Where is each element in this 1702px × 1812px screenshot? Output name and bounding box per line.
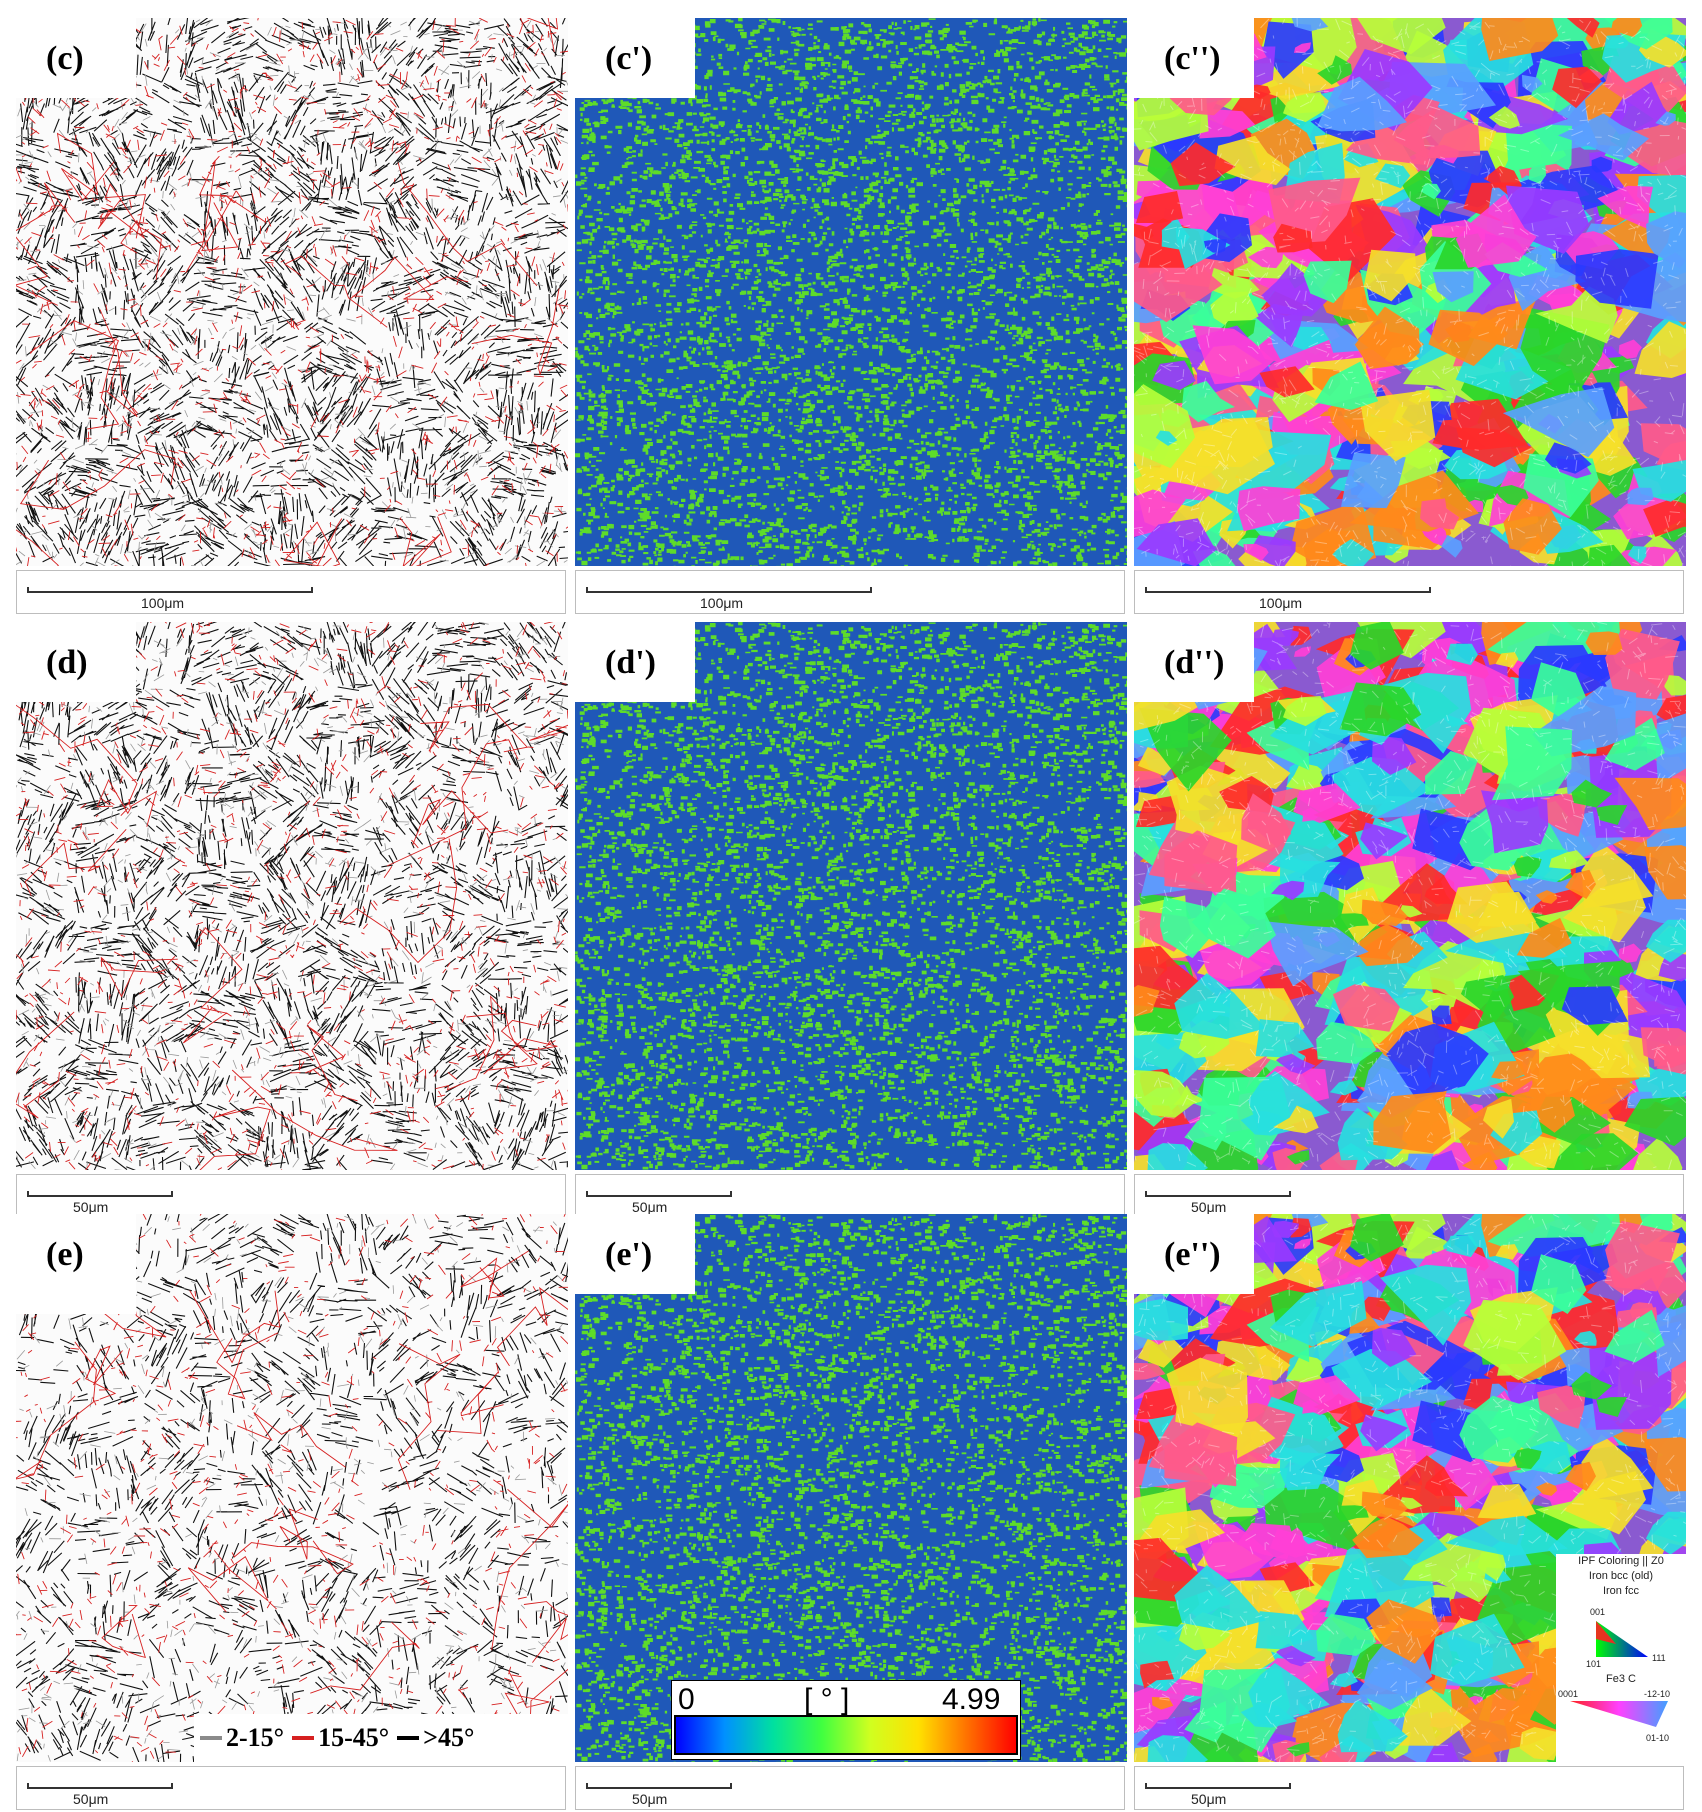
panel-label: (e'') xyxy=(1164,1236,1221,1273)
scale-bar: 100μm xyxy=(16,570,566,614)
scale-bar: 50μm xyxy=(575,1766,1125,1810)
label-notch xyxy=(16,622,136,702)
ipf-map xyxy=(1134,18,1686,566)
scale-bar-line xyxy=(27,587,313,593)
map-panel: (c'') 100μm xyxy=(1134,18,1686,616)
label-notch xyxy=(16,18,136,98)
panel-label: (e) xyxy=(46,1236,84,1273)
map-panel: (d) 50μm xyxy=(16,622,568,1220)
mid-angle-boundaries xyxy=(16,622,568,1170)
corner-label: 101 xyxy=(1586,1659,1601,1669)
scale-bar: 100μm xyxy=(1134,570,1684,614)
boundary-legend: 2-15° 15-45° >45° xyxy=(194,1714,568,1762)
scale-bar-text: 100μm xyxy=(1259,595,1303,611)
map-panel: (e'') 50μm IPF Coloring || Z0 Iron bcc (old… xyxy=(1134,1214,1686,1812)
scale-bar-line xyxy=(27,1191,173,1197)
panel-label: (c'') xyxy=(1164,40,1221,77)
corner-label: 111 xyxy=(1652,1653,1666,1663)
panel-label: (e') xyxy=(605,1236,653,1273)
corner-label: 0001 xyxy=(1558,1689,1578,1699)
ipf-map xyxy=(1134,1214,1686,1762)
corner-label: -12-10 xyxy=(1644,1689,1670,1699)
label-notch xyxy=(1134,1214,1254,1294)
scale-bar-text: 50μm xyxy=(632,1791,668,1807)
scale-bar: 50μm xyxy=(575,1174,1125,1218)
label-notch xyxy=(1134,622,1254,702)
map-panel: (c') 100μm xyxy=(575,18,1127,616)
map-panel: (d') 50μm xyxy=(575,622,1127,1220)
scale-bar-text: 50μm xyxy=(73,1199,109,1215)
legend-label: >45° xyxy=(423,1723,475,1752)
colorbar-unit: [ ° ] xyxy=(804,1683,850,1716)
boundary-map xyxy=(16,622,568,1170)
kam-colorbar: 0 [ ° ] 4.99 xyxy=(671,1680,1021,1760)
map-panel: (e) 50μm 2-15° 15-45° >45° xyxy=(16,1214,568,1812)
ipf-phase: Iron fcc xyxy=(1602,1585,1640,1597)
scale-bar: 50μm xyxy=(16,1174,566,1218)
scale-bar-text: 50μm xyxy=(632,1199,668,1215)
scale-bar-line xyxy=(586,1783,732,1789)
legend-swatch xyxy=(292,1736,315,1740)
panel-label: (c') xyxy=(605,40,653,77)
colorbar-min: 0 xyxy=(678,1683,695,1716)
scale-bar-text: 100μm xyxy=(700,595,744,611)
panel-label: (d) xyxy=(46,644,88,681)
legend-swatch xyxy=(397,1736,420,1740)
hex-ipf-triangle: 0001 -12-10 01-10 xyxy=(1558,1689,1670,1743)
scale-bar-line xyxy=(27,1783,173,1789)
legend-item: 2-15° xyxy=(200,1723,284,1753)
scale-bar-line xyxy=(1145,1191,1291,1197)
ipf-phase: Fe3 C xyxy=(1606,1673,1636,1685)
legend-label: 15-45° xyxy=(318,1723,390,1752)
map-panel: (c) 100μm xyxy=(16,18,568,616)
corner-label: 01-10 xyxy=(1646,1733,1669,1743)
scale-bar-line xyxy=(1145,1783,1291,1789)
panel-label: (d'') xyxy=(1164,644,1225,681)
map-panel: (e') 50μm 0 [ ° ] 4.99 xyxy=(575,1214,1127,1812)
label-notch xyxy=(575,622,695,702)
scale-bar-line xyxy=(1145,587,1431,593)
colorbar-max: 4.99 xyxy=(942,1683,1001,1716)
legend-item: 15-45° xyxy=(292,1723,389,1753)
kam-map xyxy=(575,1214,1127,1762)
legend-item: >45° xyxy=(397,1723,474,1753)
map-panel: (d'') 50μm xyxy=(1134,622,1686,1220)
kam-map xyxy=(575,622,1127,1170)
low-angle-boundaries xyxy=(16,1215,568,1762)
scale-bar: 50μm xyxy=(1134,1766,1684,1810)
label-notch xyxy=(16,1214,136,1314)
ipf-map xyxy=(1134,622,1686,1170)
mid-angle-boundaries xyxy=(16,18,568,566)
ipf-phase: Iron bcc (old) xyxy=(1588,1570,1654,1582)
cubic-ipf-triangle: 001 101 111 xyxy=(1586,1607,1666,1669)
low-angle-boundaries xyxy=(16,622,568,1170)
scale-bar: 100μm xyxy=(575,570,1125,614)
scale-bar-text: 50μm xyxy=(1191,1791,1227,1807)
low-angle-boundaries xyxy=(16,18,568,566)
scale-bar-line xyxy=(586,1191,732,1197)
boundary-map xyxy=(16,18,568,566)
legend-swatch xyxy=(200,1736,222,1740)
kam-map xyxy=(575,18,1127,566)
label-notch xyxy=(575,1214,695,1294)
colorbar-gradient xyxy=(674,1715,1018,1755)
corner-label: 001 xyxy=(1590,1607,1605,1617)
ipf-title: IPF Coloring || Z0 xyxy=(1578,1555,1664,1567)
scale-bar-text: 50μm xyxy=(1191,1199,1227,1215)
legend-label: 2-15° xyxy=(226,1723,285,1752)
label-notch xyxy=(1134,18,1254,98)
scale-bar-line xyxy=(586,587,872,593)
scale-bar-text: 50μm xyxy=(73,1791,109,1807)
panel-label: (c) xyxy=(46,40,84,77)
scale-bar-text: 100μm xyxy=(141,595,185,611)
scale-bar: 50μm xyxy=(1134,1174,1684,1218)
ipf-legend: IPF Coloring || Z0 Iron bcc (old) Iron fcc… xyxy=(1556,1554,1686,1762)
high-angle-boundaries xyxy=(16,1214,568,1762)
panel-label: (d') xyxy=(605,644,656,681)
scale-bar: 50μm xyxy=(16,1766,566,1810)
label-notch xyxy=(575,18,695,98)
